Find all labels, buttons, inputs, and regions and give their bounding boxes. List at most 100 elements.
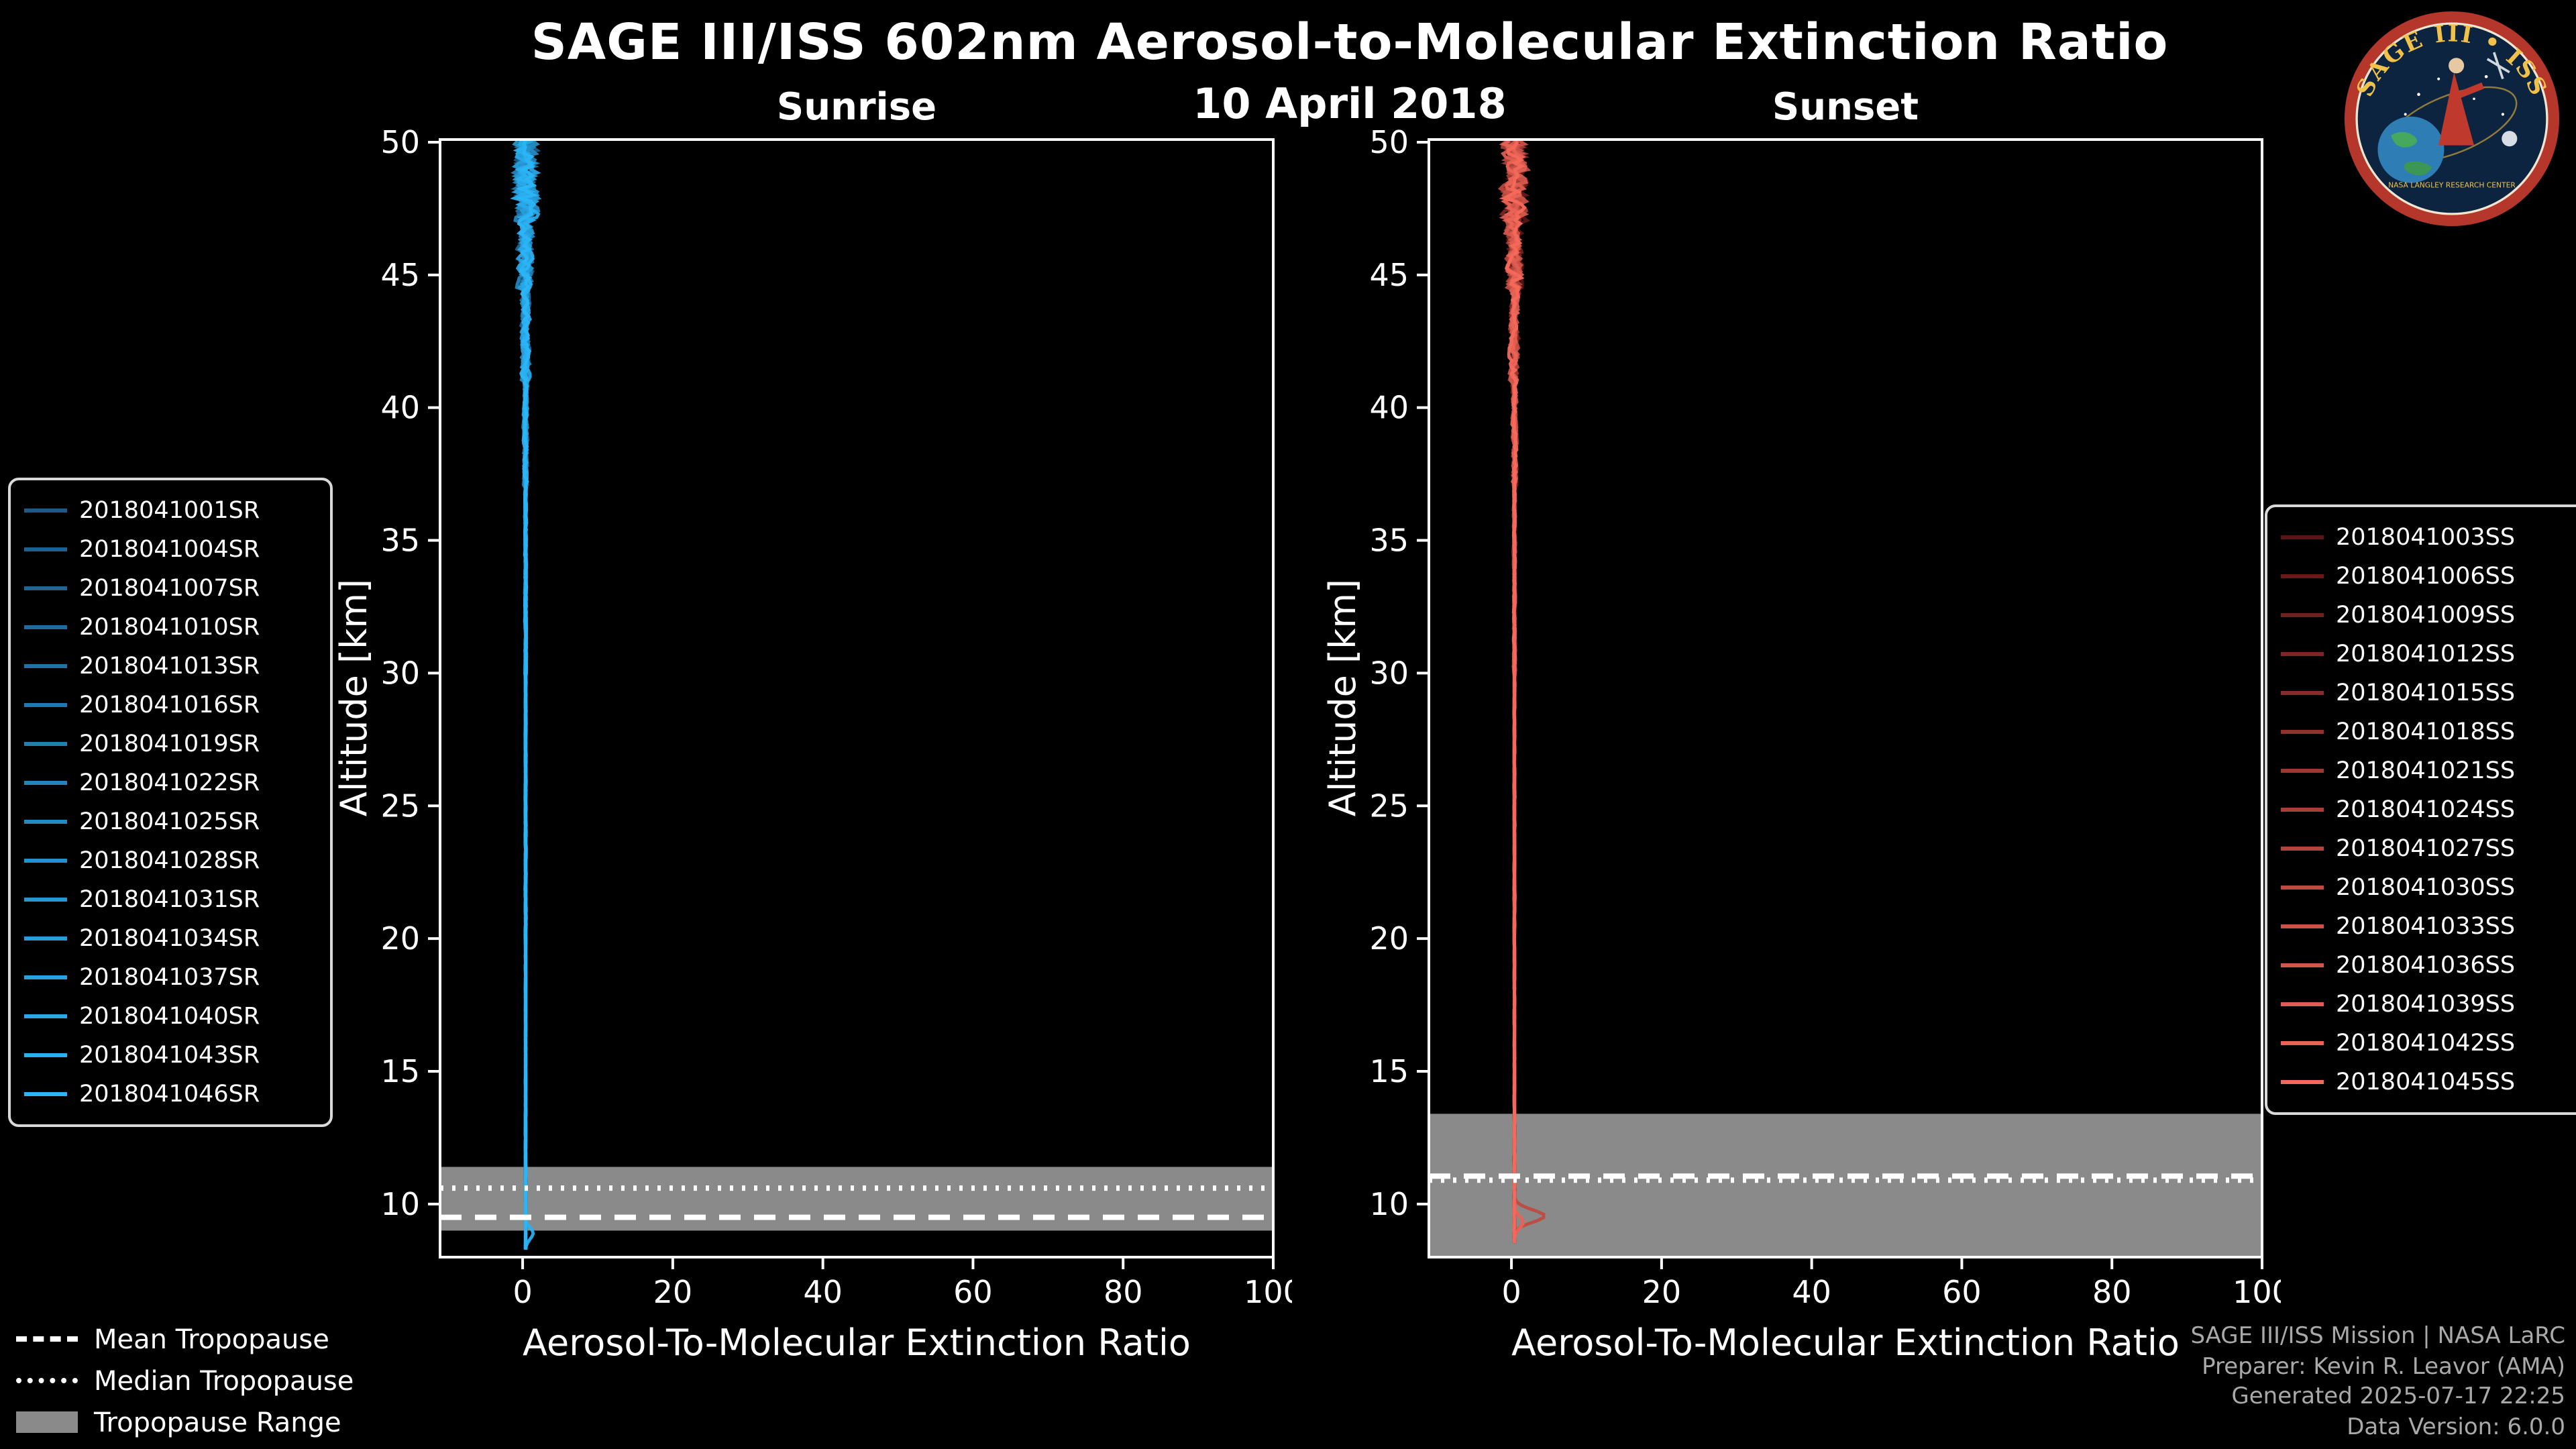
legend-line-swatch (24, 781, 67, 785)
footer-line-preparer: Preparer: Kevin R. Leavor (AMA) (2202, 1353, 2565, 1381)
legend-line-swatch (2281, 1041, 2324, 1045)
legend-sunset-events: 2018041003SS 2018041006SS 2018041009SS 2018… (2265, 504, 2576, 1115)
logo-iss (2486, 52, 2510, 80)
tropopause-legend: Mean Tropopause Median Tropopause Tropop… (16, 1318, 354, 1442)
logo-earth-land2 (2404, 161, 2432, 176)
y-tick-label: 10 (380, 1186, 420, 1222)
legend-item: 2018041034SR (24, 919, 317, 958)
y-tick-label: 20 (380, 920, 420, 957)
legend-line-swatch (2281, 691, 2324, 695)
legend-line-swatch (24, 1053, 67, 1057)
legend-line-swatch (24, 936, 67, 941)
legend-item: 2018041045SS (2281, 1063, 2573, 1102)
legend-event-label: 2018041003SS (2336, 524, 2516, 551)
legend-item: 2018041012SS (2281, 635, 2573, 674)
legend-event-label: 2018041046SR (79, 1081, 260, 1108)
gray-band-swatch (16, 1411, 78, 1432)
y-tick-label: 10 (1369, 1186, 1409, 1222)
y-tick-label: 45 (380, 257, 420, 293)
legend-event-label: 2018041027SS (2336, 835, 2516, 862)
legend-event-label: 2018041034SR (79, 925, 260, 952)
footer-line-version: Data Version: 6.0.0 (2347, 1413, 2565, 1441)
legend-event-label: 2018041033SS (2336, 913, 2516, 940)
x-tick-label: 60 (1942, 1274, 1982, 1310)
legend-line-swatch (2281, 885, 2324, 890)
legend-item: 2018041003SS (2281, 518, 2573, 557)
legend-event-label: 2018041022SR (79, 769, 260, 796)
legend-label: Median Tropopause (94, 1364, 354, 1396)
x-tick-label: 40 (803, 1274, 843, 1310)
legend-line-swatch (2281, 963, 2324, 967)
legend-item: 2018041037SR (24, 958, 317, 997)
legend-event-label: 2018041043SR (79, 1042, 260, 1069)
y-tick-label: 15 (380, 1053, 420, 1089)
legend-event-label: 2018041025SR (79, 808, 260, 835)
legend-event-label: 2018041004SR (79, 536, 260, 563)
plot-border (1428, 138, 2263, 1258)
legend-event-label: 2018041019SR (79, 731, 260, 757)
tropopause-range-band (440, 1167, 1273, 1231)
legend-item: 2018041022SR (24, 763, 317, 802)
y-tick-label: 25 (380, 788, 420, 824)
legend-line-swatch (2281, 1080, 2324, 1084)
legend-item: 2018041001SR (24, 491, 317, 530)
legend-event-label: 2018041042SS (2336, 1030, 2516, 1057)
x-tick-label: 80 (2092, 1274, 2132, 1310)
x-tick-label: 100 (1244, 1274, 1292, 1310)
legend-item: 2018041018SS (2281, 712, 2573, 751)
y-tick-label: 50 (1369, 126, 1409, 160)
y-tick-label: 30 (380, 655, 420, 691)
legend-item: 2018041030SS (2281, 868, 2573, 907)
y-tick-label: 45 (1369, 257, 1409, 293)
y-tick-label: 35 (1369, 523, 1409, 559)
legend-item: 2018041033SS (2281, 907, 2573, 946)
plot-border (439, 138, 1275, 1258)
credits-footer: SAGE III/ISS Mission | NASA LaRC Prepare… (2190, 1322, 2565, 1443)
legend-event-label: 2018041013SR (79, 653, 260, 680)
legend-line-swatch (24, 742, 67, 746)
x-tick-label: 100 (2233, 1274, 2281, 1310)
logo-earth-land (2391, 131, 2418, 148)
legend-item: 2018041006SS (2281, 557, 2573, 596)
legend-item: 2018041009SS (2281, 596, 2573, 635)
legend-item: 2018041046SR (24, 1075, 317, 1114)
legend-item: 2018041025SR (24, 802, 317, 841)
y-tick-label: 30 (1369, 655, 1409, 691)
legend-item: 2018041036SS (2281, 946, 2573, 985)
legend-item: 2018041042SS (2281, 1024, 2573, 1063)
legend-sunrise-events: 2018041001SR 2018041004SR 2018041007SR 2018… (8, 478, 333, 1127)
legend-event-label: 2018041036SS (2336, 952, 2516, 979)
legend-item: 2018041028SR (24, 841, 317, 880)
legend-line-swatch (24, 664, 67, 668)
sage-iii-iss-mission-patch-logo: SAGE III • ISS NASA LANGLEY RESEARCH CEN… (2344, 11, 2560, 227)
dashed-line-swatch (16, 1336, 78, 1341)
legend-item: 2018041027SS (2281, 829, 2573, 868)
logo-stars (2404, 74, 2505, 116)
legend-item: 2018041019SR (24, 724, 317, 763)
legend-item: 2018041007SR (24, 569, 317, 608)
x-tick-label: 80 (1104, 1274, 1143, 1310)
legend-line-swatch (2281, 535, 2324, 539)
dotted-line-swatch (16, 1377, 78, 1383)
legend-item-mean-tropopause: Mean Tropopause (16, 1318, 354, 1359)
legend-line-swatch (24, 547, 67, 551)
legend-line-swatch (2281, 652, 2324, 656)
legend-event-label: 2018041040SR (79, 1003, 260, 1030)
legend-line-swatch (24, 625, 67, 629)
profile-line (1501, 140, 1527, 1244)
plot-panel-sunrise: 0 20 40 60 80 100 10 15 20 25 30 35 40 45 50 (380, 126, 1292, 1310)
legend-event-label: 2018041010SR (79, 614, 260, 641)
legend-item: 2018041013SR (24, 647, 317, 686)
x-axis-label-sunrise: Aerosol-To-Molecular Extinction Ratio (523, 1323, 1191, 1364)
legend-item: 2018041010SR (24, 608, 317, 647)
y-tick-label: 15 (1369, 1053, 1409, 1089)
legend-item-tropopause-range: Tropopause Range (16, 1401, 354, 1442)
tropopause-range-band (1429, 1114, 2262, 1257)
footer-line-generated: Generated 2025-07-17 22:25 (2231, 1383, 2565, 1411)
legend-line-swatch (24, 859, 67, 863)
x-axis-label-sunset: Aerosol-To-Molecular Extinction Ratio (1511, 1323, 2180, 1364)
legend-item: 2018041024SS (2281, 790, 2573, 829)
legend-event-label: 2018041045SS (2336, 1069, 2516, 1095)
legend-event-label: 2018041007SR (79, 575, 260, 602)
legend-line-swatch (24, 508, 67, 513)
